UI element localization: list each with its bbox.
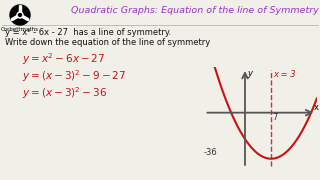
Text: 7: 7 xyxy=(272,112,278,122)
Text: $\it{y = (x-3)^2 - 9 - 27}$: $\it{y = (x-3)^2 - 9 - 27}$ xyxy=(22,68,126,84)
Text: y = x² - 6x - 27  has a line of symmetry.: y = x² - 6x - 27 has a line of symmetry. xyxy=(5,28,171,37)
Text: $\it{y = (x-3)^2 - 36}$: $\it{y = (x-3)^2 - 36}$ xyxy=(22,85,107,101)
Text: Quadratic Graphs: Equation of the line of Symmetry: Quadratic Graphs: Equation of the line o… xyxy=(71,6,319,15)
Text: y: y xyxy=(247,69,252,78)
Circle shape xyxy=(19,14,21,17)
Text: -36: -36 xyxy=(204,148,218,157)
Text: Corbettmaths: Corbettmaths xyxy=(1,27,39,32)
Text: $\it{y = x^2 - 6x - 27}$: $\it{y = x^2 - 6x - 27}$ xyxy=(22,51,105,67)
Text: x: x xyxy=(314,103,319,112)
Circle shape xyxy=(10,5,30,25)
Text: x = 3: x = 3 xyxy=(273,70,296,79)
Circle shape xyxy=(17,12,23,18)
Text: Write down the equation of the line of symmetry: Write down the equation of the line of s… xyxy=(5,38,210,47)
